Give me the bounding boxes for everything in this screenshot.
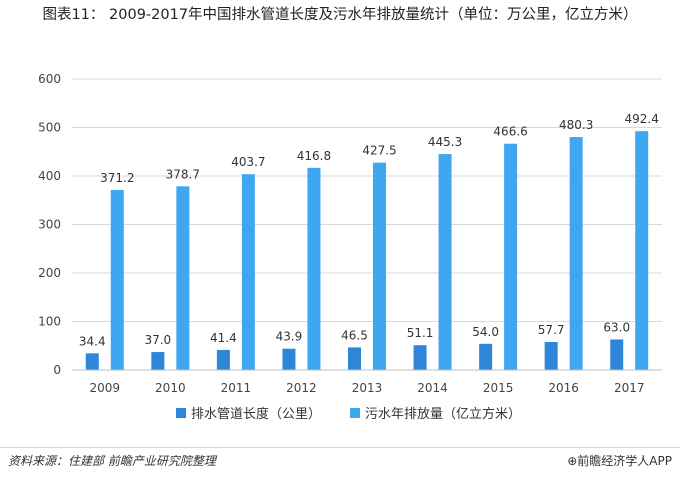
bar-series2 — [504, 143, 518, 370]
bar-series1 — [151, 352, 165, 370]
bar-series2 — [307, 167, 321, 370]
y-tick-label: 500 — [38, 121, 61, 135]
data-label-series1: 57.7 — [538, 323, 565, 337]
bar-series1 — [610, 339, 624, 370]
bar-series2 — [635, 131, 649, 370]
data-label-series2: 466.6 — [493, 125, 527, 139]
y-tick-label: 0 — [53, 363, 61, 377]
data-label-series2: 416.8 — [297, 149, 331, 163]
y-tick-label: 100 — [38, 315, 61, 329]
bar-chart: 0 100 200 300 400 500 600 34.4 371.2 37.0 378.7 41… — [38, 72, 662, 422]
x-tick-label: 2014 — [417, 381, 448, 395]
data-label-series2: 371.2 — [100, 171, 134, 185]
bar-series2 — [569, 137, 583, 370]
x-axis: 2009 2010 2011 2012 2013 2014 2015 2016 2017 — [72, 369, 662, 395]
bars — [85, 131, 649, 370]
y-axis: 0 100 200 300 400 500 600 — [38, 72, 61, 377]
bar-series1 — [282, 348, 296, 370]
data-label-series1: 54.0 — [472, 325, 499, 339]
bar-series1 — [413, 345, 427, 370]
data-label-series1: 63.0 — [603, 320, 630, 334]
legend-series2-label: 污水年排放量（亿立方米） — [365, 406, 521, 422]
bar-series2 — [241, 174, 255, 370]
brand-logo: ⊕前瞻经济学人APP — [567, 454, 672, 468]
legend-series2-swatch — [350, 408, 360, 418]
bar-series2 — [438, 154, 452, 370]
chart-title: 图表11： 2009-2017年中国排水管道长度及污水年排放量统计（单位：万公里… — [42, 7, 638, 23]
bar-series2 — [176, 186, 190, 370]
data-label-series2: 492.4 — [625, 112, 659, 126]
gridlines — [72, 78, 662, 322]
data-label-series1: 37.0 — [144, 333, 171, 347]
x-tick-label: 2011 — [221, 381, 252, 395]
x-tick-label: 2009 — [90, 381, 121, 395]
data-label-series2: 378.7 — [166, 167, 200, 181]
footer-divider — [0, 447, 680, 448]
x-tick-label: 2012 — [286, 381, 317, 395]
data-label-series1: 41.4 — [210, 331, 237, 345]
data-label-series2: 445.3 — [428, 135, 462, 149]
y-tick-label: 600 — [38, 72, 61, 86]
bar-series1 — [544, 342, 558, 370]
source-note: 资料来源：住建部 前瞻产业研究院整理 — [8, 454, 216, 468]
data-label-series1: 34.4 — [79, 334, 106, 348]
data-label-series1: 46.5 — [341, 328, 368, 342]
y-tick-label: 300 — [38, 218, 61, 232]
bar-series1 — [85, 353, 99, 370]
data-labels: 34.4 371.2 37.0 378.7 41.4 403.7 43.9 416.8 46.5… — [79, 112, 659, 348]
x-tick-label: 2016 — [548, 381, 579, 395]
data-label-series1: 51.1 — [407, 326, 434, 340]
data-label-series1: 43.9 — [276, 330, 303, 344]
x-tick-label: 2015 — [483, 381, 514, 395]
bar-series1 — [216, 349, 230, 370]
y-tick-label: 400 — [38, 169, 61, 183]
x-tick-label: 2013 — [352, 381, 383, 395]
legend: 排水管道长度（公里） 污水年排放量（亿立方米） — [176, 406, 521, 422]
data-label-series2: 403.7 — [231, 155, 265, 169]
legend-series1-label: 排水管道长度（公里） — [191, 406, 321, 422]
y-tick-label: 200 — [38, 266, 61, 280]
data-label-series2: 427.5 — [362, 144, 396, 158]
bar-series1 — [348, 347, 361, 370]
x-tick-label: 2017 — [614, 381, 645, 395]
legend-series1-swatch — [176, 408, 186, 418]
data-label-series2: 480.3 — [559, 118, 593, 132]
bar-series2 — [110, 189, 124, 370]
bar-series2 — [373, 162, 386, 370]
x-tick-label: 2010 — [155, 381, 186, 395]
bar-series1 — [479, 343, 493, 370]
